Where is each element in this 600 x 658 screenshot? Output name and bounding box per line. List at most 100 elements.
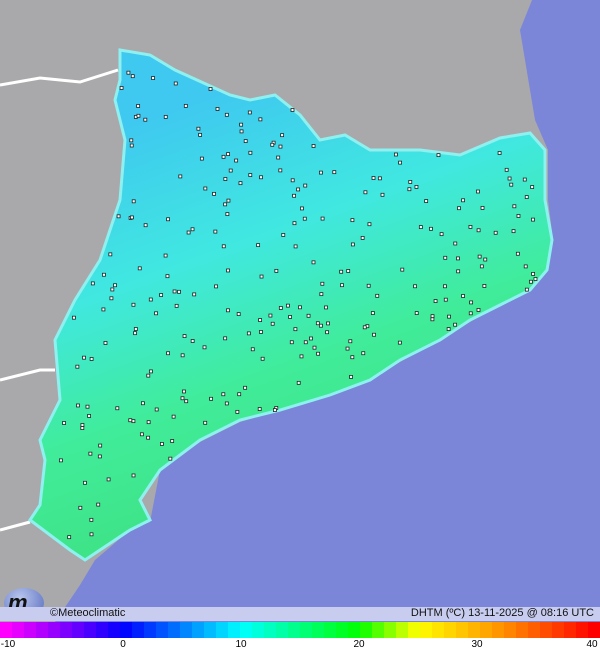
station-marker (113, 283, 117, 288)
station-marker (149, 369, 153, 374)
station-marker (361, 351, 366, 356)
station-marker (477, 254, 482, 259)
scale-swatch (24, 622, 36, 638)
scale-swatch (156, 622, 168, 638)
station-marker (239, 129, 244, 134)
station-marker (225, 212, 230, 217)
station-marker (366, 283, 371, 288)
scale-swatch (516, 622, 528, 638)
temperature-map (0, 0, 600, 622)
station-marker (258, 117, 263, 122)
station-marker (290, 108, 295, 112)
station-marker (83, 480, 87, 485)
station-marker (226, 308, 230, 313)
station-marker (476, 189, 480, 194)
station-marker (346, 269, 351, 273)
station-marker (154, 407, 159, 412)
station-marker (443, 297, 448, 302)
station-marker (172, 289, 177, 294)
station-marker (131, 419, 136, 424)
scale-swatch (324, 622, 336, 638)
station-marker (110, 287, 115, 292)
scale-tick-label: 40 (586, 639, 598, 650)
station-marker (257, 407, 262, 411)
station-marker (453, 241, 458, 246)
station-marker (493, 230, 498, 235)
station-marker (516, 214, 521, 218)
station-marker (523, 264, 528, 269)
station-marker (82, 355, 86, 360)
station-marker (226, 268, 230, 273)
station-marker (248, 150, 253, 155)
station-marker (315, 321, 320, 326)
station-marker (276, 155, 281, 160)
station-marker (278, 168, 283, 173)
station-marker (524, 287, 529, 292)
station-marker (202, 345, 207, 350)
scale-swatch (180, 622, 192, 638)
scale-swatch (240, 622, 252, 638)
station-marker (268, 313, 273, 318)
scale-swatch (540, 622, 552, 638)
station-marker (289, 340, 294, 345)
station-marker (509, 182, 514, 187)
station-marker (170, 439, 175, 443)
station-marker (146, 435, 151, 440)
station-marker (115, 406, 120, 411)
station-marker (259, 175, 263, 180)
station-marker (137, 266, 142, 271)
station-marker (184, 399, 189, 404)
station-marker (480, 205, 485, 210)
station-marker (133, 331, 137, 336)
scale-swatch (492, 622, 504, 638)
station-marker (367, 222, 372, 227)
station-marker (348, 339, 353, 344)
scale-swatch (456, 622, 468, 638)
station-marker (166, 217, 170, 222)
scale-swatch (360, 622, 372, 638)
station-marker (447, 314, 451, 319)
scale-swatch (372, 622, 384, 638)
scale-swatch (312, 622, 324, 638)
station-marker (461, 198, 465, 203)
station-marker (89, 532, 94, 537)
scale-swatch (168, 622, 180, 638)
station-marker (296, 187, 301, 192)
station-marker (515, 251, 520, 256)
scale-swatch (504, 622, 516, 638)
station-marker (243, 385, 248, 390)
station-marker (457, 206, 461, 211)
station-marker (319, 292, 324, 297)
scale-swatch (432, 622, 444, 638)
station-marker (173, 81, 178, 86)
station-marker (234, 158, 239, 163)
station-marker (424, 199, 429, 203)
station-marker (108, 252, 113, 257)
station-marker (212, 191, 216, 196)
station-marker (533, 277, 538, 281)
station-marker (221, 244, 226, 249)
station-marker (350, 355, 355, 360)
color-scale (0, 622, 600, 638)
station-marker (293, 327, 298, 332)
scale-swatch (336, 622, 348, 638)
station-marker (126, 70, 131, 75)
station-marker (196, 126, 201, 131)
station-marker (80, 426, 85, 430)
station-marker (221, 392, 226, 397)
scale-swatch (276, 622, 288, 638)
station-marker (89, 357, 94, 361)
station-marker (78, 505, 83, 510)
scale-swatch (576, 622, 588, 638)
station-marker (119, 86, 124, 90)
station-marker (250, 347, 255, 352)
station-marker (293, 244, 298, 249)
station-marker (109, 296, 114, 301)
station-marker (177, 289, 181, 294)
station-marker (303, 183, 308, 188)
station-marker (394, 152, 398, 157)
station-marker (247, 110, 252, 115)
scale-ticks: -10 0 10 20 30 40 (0, 639, 600, 653)
scale-tick-label: 0 (120, 639, 126, 650)
